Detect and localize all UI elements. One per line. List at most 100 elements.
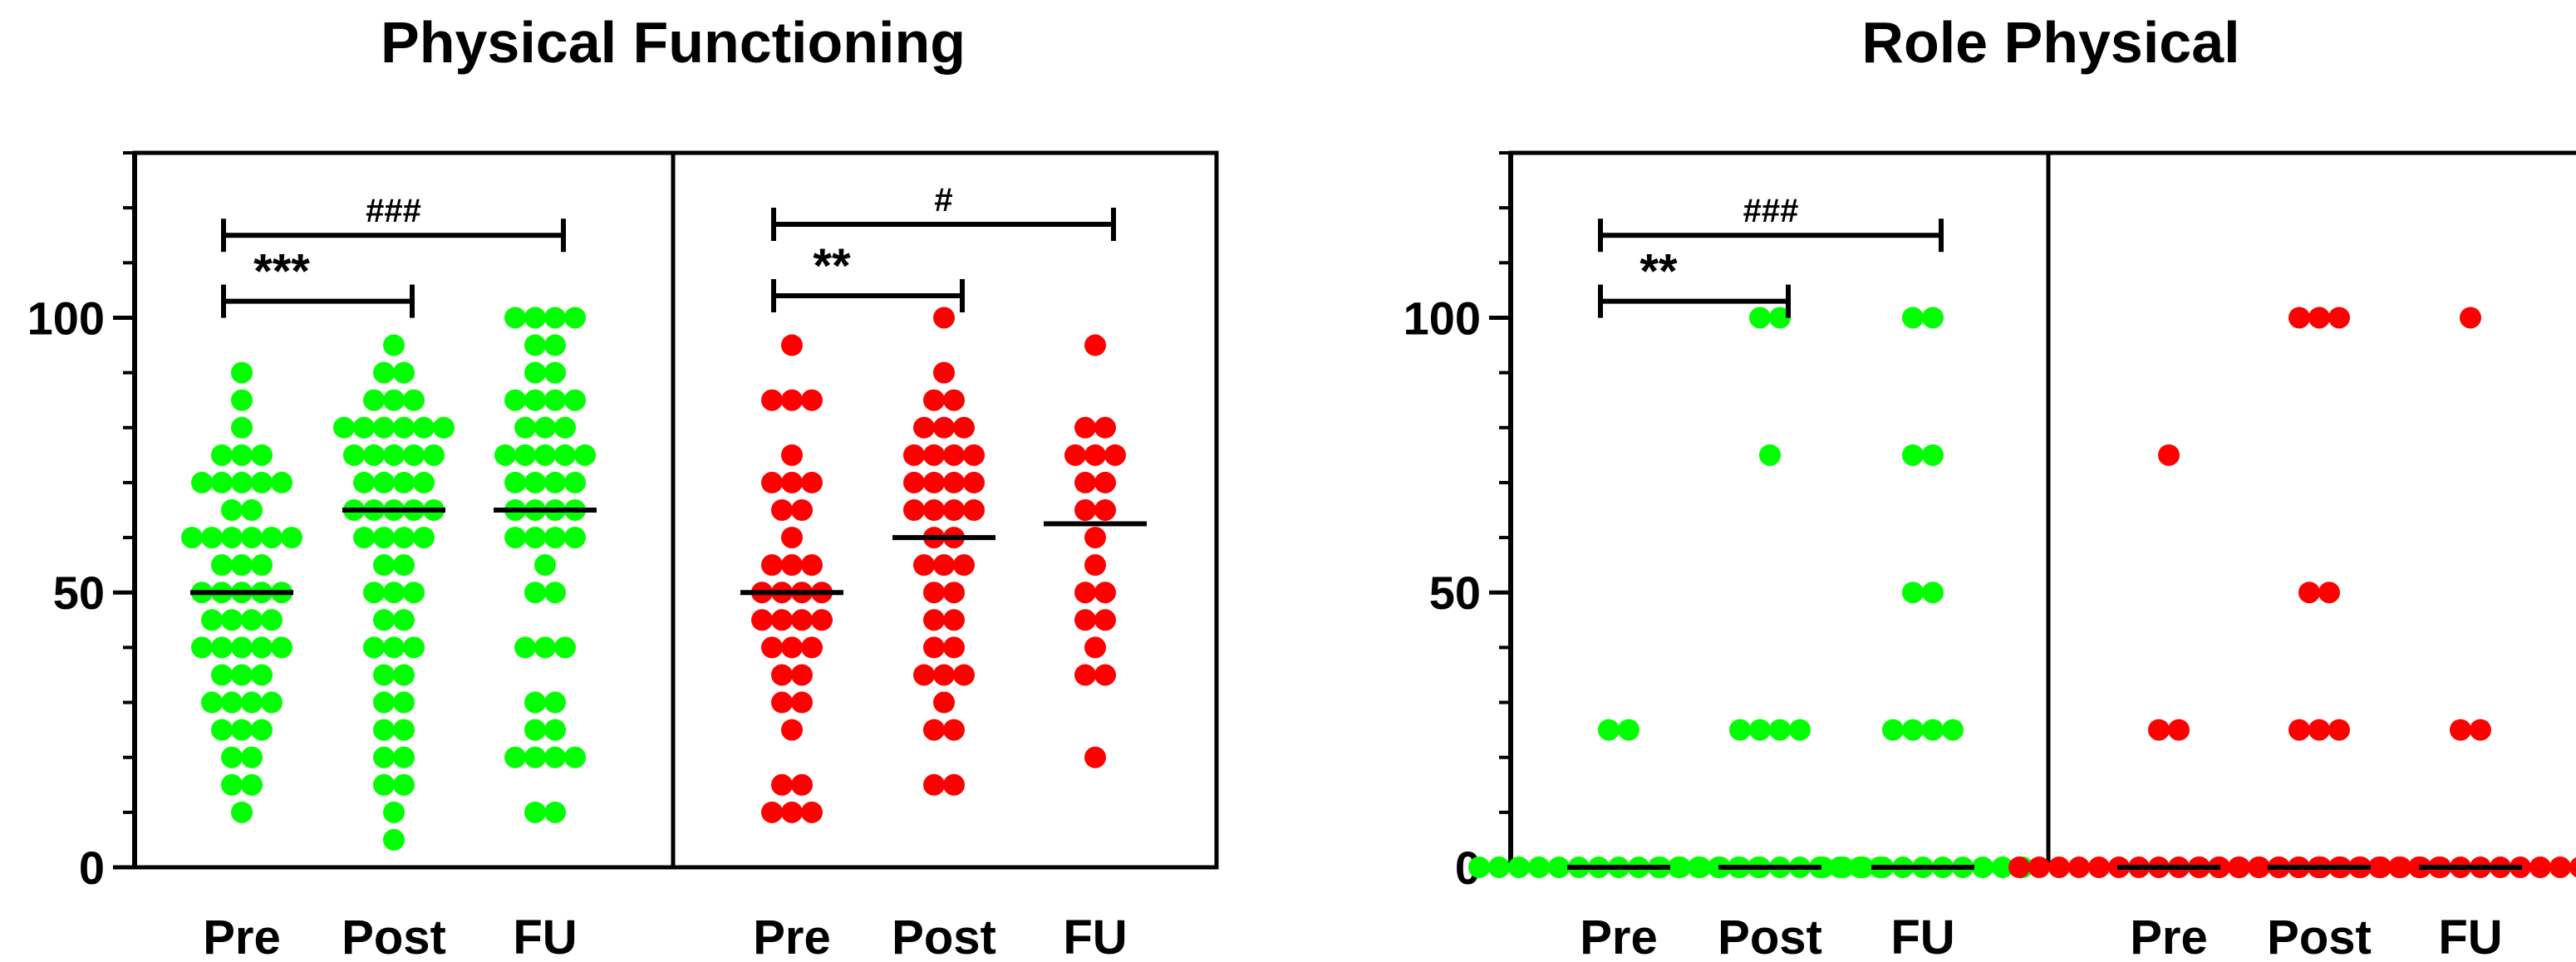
data-point (403, 636, 425, 659)
data-point (353, 471, 375, 493)
data-point (963, 444, 985, 466)
data-point (2068, 856, 2090, 878)
data-point (544, 746, 566, 768)
data-point (2308, 307, 2330, 329)
x-category-label: FU (2438, 910, 2502, 962)
data-point (2158, 444, 2180, 466)
data-point (1084, 746, 1106, 768)
data-point (524, 334, 546, 356)
data-point (393, 416, 415, 439)
data-point (524, 527, 546, 549)
data-point (2249, 856, 2270, 878)
data-point (231, 416, 253, 439)
data-point (933, 307, 955, 329)
data-point (211, 636, 233, 659)
data-point (933, 664, 955, 686)
data-point (1074, 582, 1096, 604)
data-point (781, 527, 803, 549)
data-point (261, 609, 283, 631)
data-point (251, 444, 273, 466)
data-point (1548, 856, 1570, 878)
data-point (801, 801, 823, 823)
significance-label: ### (1743, 193, 1799, 229)
data-point (903, 471, 925, 493)
y-minor-ticks (1499, 151, 1511, 814)
data-point (241, 609, 263, 631)
data-point (534, 444, 556, 466)
data-point (393, 691, 415, 714)
data-point (1902, 582, 1924, 604)
data-point (241, 499, 263, 521)
x-category-labels: Pre Post FU Pre Post FU (1580, 910, 2502, 962)
data-point (1094, 582, 1116, 604)
data-point (903, 444, 925, 466)
data-point (373, 719, 395, 741)
y-tick-label: 0 (79, 842, 105, 894)
data-point (1922, 444, 1944, 466)
data-point (393, 554, 415, 577)
data-point (413, 471, 435, 493)
data-point (923, 444, 945, 466)
data-point (373, 416, 395, 439)
data-point (403, 444, 425, 466)
data-point (433, 416, 455, 439)
data-point (271, 636, 293, 659)
x-category-label: Pre (1580, 910, 1658, 962)
data-point (373, 554, 395, 577)
data-point (1749, 719, 1771, 741)
data-point (761, 636, 783, 659)
data-point (1094, 416, 1116, 439)
data-point (514, 444, 536, 466)
data-point (1084, 636, 1106, 659)
data-point (413, 527, 435, 549)
data-point (1749, 307, 1771, 329)
x-category-label: Pre (203, 910, 281, 962)
data-point (363, 444, 385, 466)
data-point (393, 609, 415, 631)
data-point (251, 719, 273, 741)
data-point (241, 773, 263, 796)
data-point (761, 471, 783, 493)
data-point (943, 582, 965, 604)
data-point (963, 499, 985, 521)
data-point (211, 471, 233, 493)
data-point (544, 801, 566, 823)
data-point (791, 664, 813, 686)
data-point (943, 499, 965, 521)
data-point (2470, 719, 2491, 741)
data-point (923, 471, 945, 493)
data-point (1074, 664, 1096, 686)
data-point (504, 389, 526, 411)
data-point (191, 636, 213, 659)
data-point (544, 582, 566, 604)
data-point (544, 691, 566, 714)
data-point (181, 527, 203, 549)
data-point (221, 746, 243, 768)
data-point (771, 664, 793, 686)
data-point (211, 444, 233, 466)
data-point (373, 609, 395, 631)
x-category-label: Pre (753, 910, 831, 962)
x-category-label: FU (513, 910, 577, 962)
data-point (2148, 719, 2170, 741)
data-point (1902, 444, 1924, 466)
data-point (221, 609, 243, 631)
data-point (751, 609, 773, 631)
data-point (564, 471, 586, 493)
data-point (1618, 719, 1639, 741)
data-point (373, 746, 395, 768)
data-point (353, 416, 375, 439)
data-point (2569, 857, 2576, 877)
x-category-label: Post (1718, 910, 1822, 962)
data-point (2288, 307, 2310, 329)
data-point (1074, 471, 1096, 493)
data-point (801, 389, 823, 411)
data-point (231, 636, 253, 659)
data-point (2308, 719, 2330, 741)
data-point (574, 444, 596, 466)
x-category-label: Post (342, 910, 446, 962)
data-point (403, 389, 425, 411)
data-point (913, 664, 935, 686)
data-point (903, 499, 925, 521)
